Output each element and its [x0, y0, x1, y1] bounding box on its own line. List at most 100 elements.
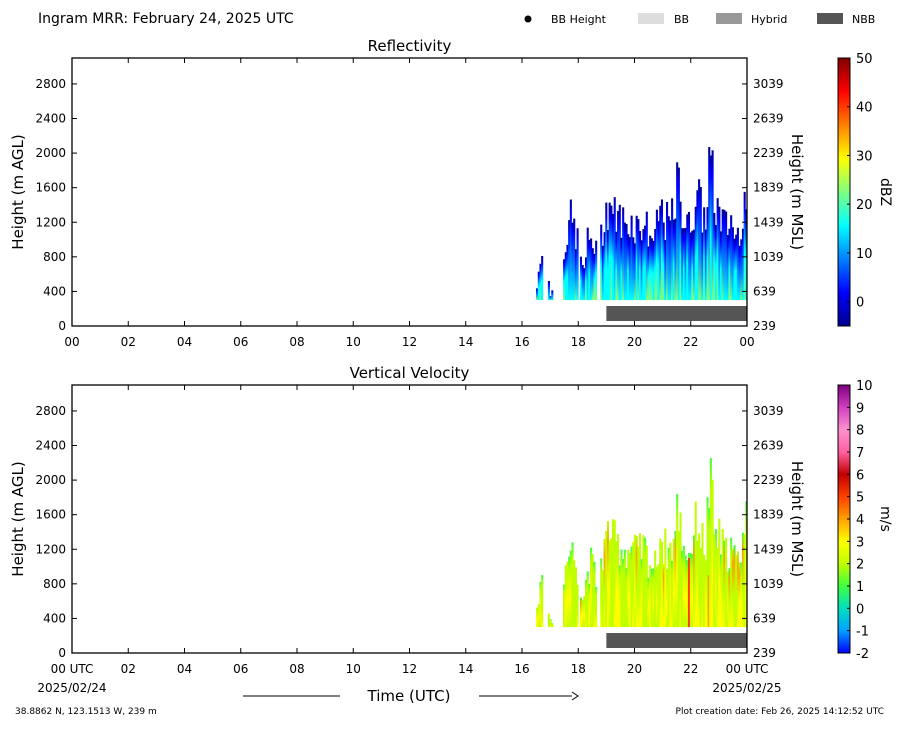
echo-column	[563, 259, 566, 301]
echo-column	[669, 220, 672, 301]
echo-column	[676, 494, 679, 628]
echo-column	[640, 240, 643, 301]
echo-column	[733, 545, 736, 628]
echo-column	[625, 223, 628, 301]
x-tick-label: 18	[571, 335, 586, 349]
x-tick-label: 12	[402, 335, 417, 349]
echo-column	[676, 162, 679, 301]
echo-column	[667, 547, 670, 628]
echo-column	[591, 248, 594, 301]
echo-column	[738, 562, 741, 628]
echo-column	[615, 541, 618, 628]
colorbar-tick-label: 8	[856, 424, 864, 439]
echo-column	[723, 209, 726, 301]
echo-column	[725, 211, 728, 301]
echo-column	[563, 584, 566, 628]
echo-column	[632, 542, 635, 628]
echo-column	[539, 263, 542, 301]
echo-column	[699, 548, 702, 628]
echo-column	[573, 218, 576, 301]
colorbar-tick-label: 4	[856, 513, 864, 528]
echo-column	[655, 209, 658, 301]
x-tick-label: 04	[177, 335, 192, 349]
echo-column	[679, 201, 682, 301]
y-right-tick-label: 239	[753, 646, 776, 660]
echo-column	[721, 209, 724, 301]
echo-column	[647, 577, 650, 628]
echo-column	[628, 552, 631, 628]
echo-column	[635, 536, 638, 628]
y-tick-label: 2800	[35, 404, 66, 418]
y-tick-label: 2400	[35, 112, 66, 126]
echo-column	[691, 230, 694, 301]
echo-column	[637, 546, 640, 628]
echo-column	[547, 613, 550, 628]
echo-column	[664, 240, 667, 301]
colorbar-tick-label: 0	[856, 602, 864, 617]
colorbar-label: dBZ	[877, 178, 893, 206]
echo-column	[586, 571, 589, 628]
echo-column	[740, 239, 743, 301]
y-tick-label: 1600	[35, 181, 66, 195]
x-tick-label: 20	[627, 662, 642, 676]
echo-column	[728, 228, 731, 301]
echo-column	[669, 542, 672, 628]
y-tick-label: 2000	[35, 146, 66, 160]
echo-column	[723, 540, 726, 628]
echo-column	[711, 150, 714, 301]
echo-column	[585, 257, 588, 301]
echo-column	[726, 571, 729, 628]
echo-column	[698, 179, 701, 301]
y-tick-label: 400	[43, 611, 66, 625]
y-right-tick-label: 2239	[753, 473, 784, 487]
nbb-indicator-bar	[606, 633, 747, 648]
echo-column	[703, 207, 706, 301]
echo-column	[639, 533, 642, 628]
echo-column	[618, 204, 621, 301]
colorbar-tick-label: -2	[856, 647, 869, 662]
echo-column	[650, 569, 653, 628]
echo-column	[574, 567, 577, 628]
x-tick-label: 16	[514, 335, 529, 349]
echo-column	[674, 218, 677, 301]
echo-column	[591, 554, 594, 628]
echo-column	[657, 564, 660, 628]
echo-column	[660, 541, 664, 628]
y-axis-label: Height (m AGL)	[9, 461, 27, 576]
y-tick-label: 400	[43, 284, 66, 298]
colorbar-tick-label: 9	[856, 401, 864, 416]
echo-column	[716, 547, 719, 628]
echo-column	[615, 231, 618, 301]
echo-column	[703, 554, 706, 628]
echo-column	[704, 229, 707, 301]
echo-column	[627, 549, 630, 628]
colorbar-tick-label: 3	[856, 535, 864, 550]
echo-column	[633, 243, 637, 301]
legend-bb-label: BB	[674, 13, 689, 26]
echo-column	[655, 566, 658, 628]
echo-column	[659, 205, 662, 301]
echo-column	[666, 202, 669, 301]
colorbar-tick-label: 5	[856, 491, 864, 506]
echo-column	[701, 522, 704, 628]
x-tick-label: 06	[233, 662, 248, 676]
echo-column	[672, 219, 675, 301]
echo-column	[733, 238, 736, 301]
echo-column	[682, 228, 685, 301]
echo-column	[720, 554, 723, 628]
echo-column	[537, 604, 540, 628]
echo-column	[694, 206, 697, 301]
echo-column	[581, 600, 584, 628]
echo-column	[564, 252, 567, 301]
echo-column	[622, 207, 625, 301]
echo-column	[728, 568, 731, 628]
colorbar-tick-label: 10	[856, 379, 873, 394]
velocity-peak-column	[707, 575, 710, 628]
y-right-tick-label: 1839	[753, 508, 784, 522]
x-tick-label: 00 UTC	[726, 662, 769, 676]
echo-column	[633, 534, 637, 628]
echo-column	[691, 553, 694, 628]
y-tick-label: 1200	[35, 215, 66, 229]
echo-column	[593, 253, 596, 301]
